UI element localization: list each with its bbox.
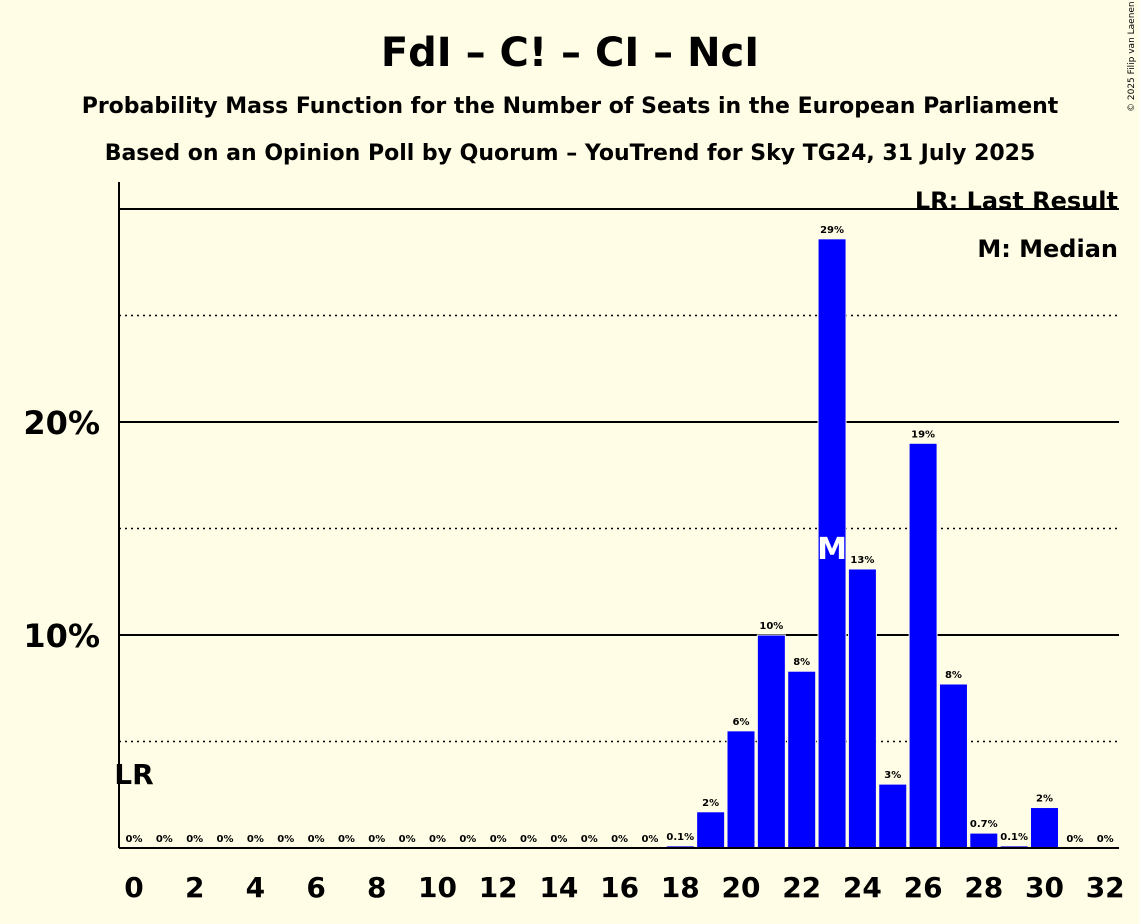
x-tick-label: 12 [479,871,518,904]
data-label-seats-19: 2% [702,798,719,809]
data-label-seats-20: 6% [733,717,750,728]
data-label-seats-28: 0.7% [970,819,998,830]
data-label-seats-5: 0% [277,834,294,845]
chart-subtitle-2: Based on an Opinion Poll by Quorum – You… [105,141,1036,166]
data-label-seats-8: 0% [368,834,385,845]
x-tick-label: 28 [964,871,1003,904]
grid-lines [119,208,1119,743]
x-tick-label: 16 [600,871,639,904]
x-tick-label: 0 [124,871,143,904]
legend-median: M: Median [977,235,1118,263]
data-label-seats-13: 0% [520,834,537,845]
data-label-seats-31: 0% [1066,834,1083,845]
x-axis-ticks: 0 2 4 6 8 10 12 14 16 18 20 22 24 26 28 30 32 [124,871,1124,904]
data-label-seats-16: 0% [611,834,628,845]
data-label-seats-2: 0% [186,834,203,845]
data-label-seats-0: 0% [126,834,143,845]
last-result-marker: LR [114,758,153,791]
data-label-seats-27: 8% [945,670,962,681]
data-label-seats-9: 0% [399,834,416,845]
data-labels: 0% 0% 0% 0% 0% 0% 0% 0% 0% 0% 0% 0% 0% 0% 0% 0% 0% 0% 0.1%… [126,225,1114,845]
data-label-seats-22: 8% [793,657,810,668]
data-label-seats-4: 0% [247,834,264,845]
copyright-notice: © 2025 Filip van Laenen [1127,1,1137,112]
chart-title: FdI – C! – CI – NcI [381,30,759,76]
data-label-seats-7: 0% [338,834,355,845]
data-label-seats-11: 0% [459,834,476,845]
bar-seats-24 [847,568,877,849]
x-tick-label: 18 [661,871,700,904]
data-label-seats-15: 0% [581,834,598,845]
legend-last-result: LR: Last Result [915,187,1118,215]
data-label-seats-18: 0.1% [666,832,694,843]
data-label-seats-23: 29% [820,225,844,236]
bar-seats-27 [938,683,968,849]
x-tick-label: 2 [185,871,204,904]
chart-subtitle-1: Probability Mass Function for the Number… [82,94,1059,119]
x-tick-label: 4 [246,871,265,904]
data-label-seats-21: 10% [759,621,783,632]
bar-seats-22 [787,670,817,849]
data-label-seats-32: 0% [1097,834,1114,845]
x-tick-label: 10 [418,871,457,904]
bar-seats-20 [726,730,756,849]
data-label-seats-12: 0% [490,834,507,845]
x-tick-label: 6 [306,871,325,904]
data-label-seats-29: 0.1% [1000,832,1028,843]
x-tick-label: 32 [1086,871,1125,904]
x-tick-label: 24 [843,871,882,904]
bar-seats-19 [696,811,726,849]
data-label-seats-3: 0% [217,834,234,845]
bar-seats-21 [756,634,786,849]
x-tick-label: 26 [904,871,943,904]
data-label-seats-1: 0% [156,834,173,845]
data-label-seats-17: 0% [641,834,658,845]
data-label-seats-14: 0% [550,834,567,845]
x-tick-label: 8 [367,871,386,904]
y-tick-label: 10% [23,617,100,655]
data-label-seats-24: 13% [850,555,874,566]
bar-seats-25 [878,783,908,849]
y-tick-label: 20% [23,404,100,442]
bars [665,238,1059,849]
bar-seats-23 [817,238,847,849]
x-tick-label: 20 [722,871,761,904]
bar-seats-28 [969,832,999,849]
bar-seats-26 [908,442,938,849]
y-axis-ticks: 10% 20% [23,404,100,655]
data-label-seats-10: 0% [429,834,446,845]
bar-seats-30 [1030,807,1059,849]
data-label-seats-26: 19% [911,429,935,440]
data-label-seats-30: 2% [1036,794,1053,805]
data-label-seats-25: 3% [884,770,901,781]
x-tick-label: 14 [539,871,578,904]
x-tick-label: 30 [1025,871,1064,904]
median-marker: M [817,532,847,567]
x-tick-label: 22 [782,871,821,904]
data-label-seats-6: 0% [308,834,325,845]
